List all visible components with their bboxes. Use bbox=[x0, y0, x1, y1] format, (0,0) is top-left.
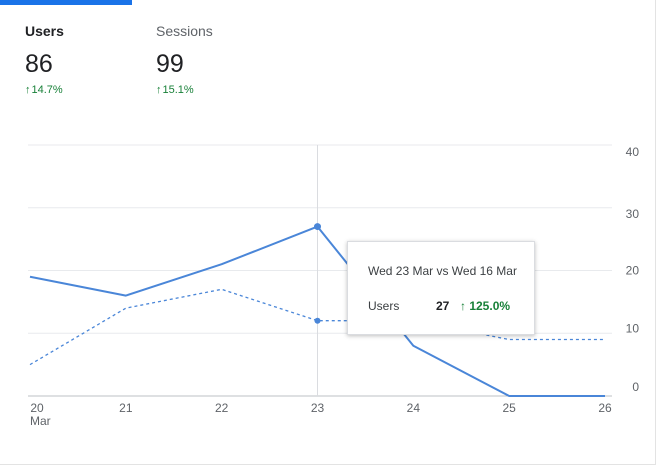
y-tick-label: 40 bbox=[626, 145, 640, 159]
data-point bbox=[314, 317, 321, 324]
up-arrow-icon: ↑ bbox=[25, 84, 31, 96]
tab-users[interactable]: Users 86 ↑14.7% bbox=[25, 22, 64, 97]
data-point bbox=[314, 223, 321, 231]
y-tick-label: 0 bbox=[632, 380, 639, 394]
x-tick-label: 26 bbox=[598, 401, 612, 415]
x-tick-sublabel: Mar bbox=[30, 414, 51, 428]
sessions-value: 99 bbox=[156, 50, 184, 78]
sessions-label: Sessions bbox=[156, 23, 213, 39]
y-tick-label: 30 bbox=[626, 207, 640, 221]
y-tick-label: 20 bbox=[626, 264, 640, 278]
users-label: Users bbox=[25, 23, 64, 39]
x-tick-label: 21 bbox=[119, 401, 133, 415]
tab-sessions[interactable]: Sessions 99 ↑15.1% bbox=[156, 22, 213, 97]
tooltip-change: ↑ 125.0% bbox=[460, 299, 511, 313]
users-change-value: 14.7% bbox=[31, 84, 63, 96]
users-value: 86 bbox=[25, 50, 53, 78]
x-tick-label: 24 bbox=[407, 401, 421, 415]
sessions-change: ↑15.1% bbox=[156, 84, 213, 97]
up-arrow-icon: ↑ bbox=[156, 84, 162, 96]
users-change: ↑14.7% bbox=[25, 84, 64, 97]
x-tick-label: 23 bbox=[311, 401, 325, 415]
x-tick-label: 25 bbox=[502, 401, 516, 415]
x-tick-label: 20 bbox=[30, 401, 44, 415]
y-tick-label: 10 bbox=[626, 321, 640, 335]
chart-tooltip: Wed 23 Mar vs Wed 16 Mar Users 27 ↑ 125.… bbox=[347, 241, 535, 335]
tooltip-title: Wed 23 Mar vs Wed 16 Mar bbox=[368, 264, 517, 278]
tooltip-metric: Users bbox=[368, 299, 400, 313]
tooltip-value: 27 bbox=[436, 299, 450, 313]
sessions-change-value: 15.1% bbox=[162, 84, 194, 96]
x-tick-label: 22 bbox=[215, 401, 229, 415]
active-tab-indicator bbox=[0, 0, 132, 5]
